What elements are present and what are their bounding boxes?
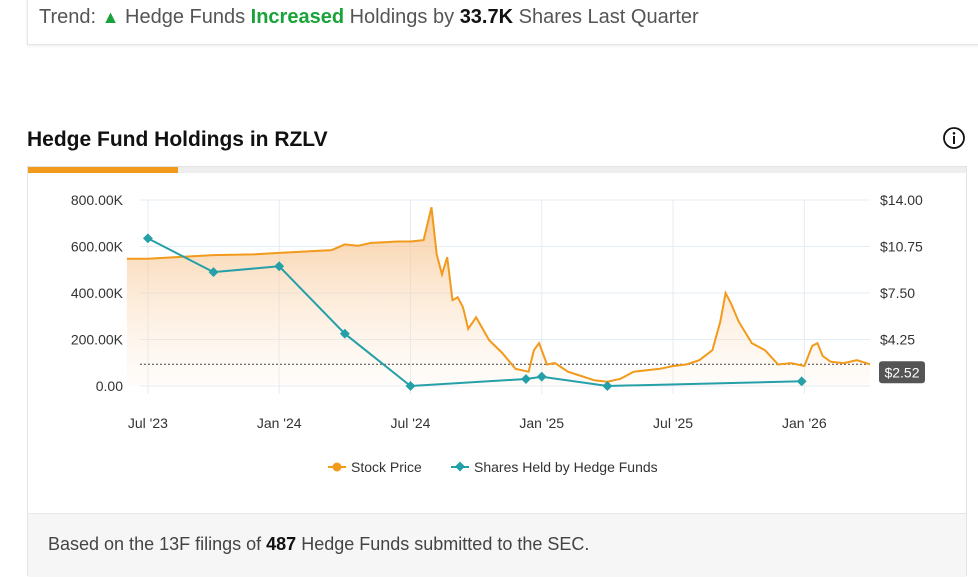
trend-suffix: Shares Last Quarter (518, 6, 699, 28)
legend-shares-swatch-diamond (455, 461, 465, 472)
info-icon[interactable] (942, 126, 966, 150)
trend-prefix: Trend: (39, 6, 97, 28)
x-tick-label: Jul '23 (128, 415, 168, 431)
legend-shares-label: Shares Held by Hedge Funds (474, 459, 658, 475)
x-tick-label: Jan '24 (257, 415, 302, 431)
trend-direction: Increased (250, 6, 345, 28)
right-tick-label: $14.00 (880, 192, 923, 208)
shares-marker[interactable] (796, 376, 807, 387)
shares-marker[interactable] (142, 233, 153, 244)
left-tick-label: 600.00K (71, 239, 124, 255)
trend-subject: Hedge Funds (125, 6, 246, 28)
price-area (126, 207, 870, 386)
legend-shares-held[interactable]: Shares Held by Hedge Funds (451, 459, 658, 475)
footer-prefix: Based on the 13F filings of (48, 534, 262, 554)
chart-card: 0.00 200.00K 400.00K 600.00K 800.00K $4.25 $7… (27, 166, 967, 577)
trend-amount: 33.7K (459, 6, 514, 28)
shares-marker[interactable] (339, 328, 350, 339)
fund-count: 487 (266, 534, 297, 554)
x-tick-label: Jul '24 (390, 415, 430, 431)
triangle-up-icon: ▲ (101, 7, 120, 27)
legend-price-label: Stock Price (351, 459, 422, 475)
legend-stock-price[interactable]: Stock Price (328, 459, 422, 475)
right-tick-label: $10.75 (880, 239, 923, 255)
shares-marker[interactable] (521, 374, 531, 384)
left-tick-label: 400.00K (71, 285, 124, 301)
x-tick-label: Jan '26 (782, 415, 827, 431)
legend: Stock Price Shares Held by Hedge Funds (328, 459, 658, 475)
shares-marker[interactable] (405, 381, 416, 391)
left-tick-label: 200.00K (71, 332, 124, 348)
section-title: Hedge Fund Holdings in RZLV (27, 128, 328, 151)
current-price-label: $2.52 (884, 364, 919, 380)
left-tick-label: 0.00 (96, 378, 123, 394)
footer-text: Based on the 13F filings of 487 Hedge Fu… (48, 534, 589, 555)
shares-marker[interactable] (536, 371, 547, 382)
card-accent-bar (28, 167, 178, 173)
trend-card: Trend: ▲ Hedge Funds Increased Holdings … (27, 0, 978, 45)
current-price-badge: $2.52 (879, 361, 925, 384)
right-tick-label: $7.50 (880, 285, 915, 301)
holdings-chart: 0.00 200.00K 400.00K 600.00K 800.00K $4.25 $7… (71, 192, 925, 475)
footer: Based on the 13F filings of 487 Hedge Fu… (28, 513, 966, 577)
x-tick-label: Jan '25 (519, 415, 564, 431)
trend-middle: Holdings by (349, 6, 455, 28)
shares-marker[interactable] (274, 261, 285, 272)
x-tick-label: Jul '25 (653, 415, 693, 431)
legend-price-swatch-dot (332, 462, 342, 472)
card-top-strip (28, 167, 966, 173)
right-tick-label: $4.25 (880, 332, 915, 348)
left-tick-label: 800.00K (71, 192, 124, 208)
trend-summary: Trend: ▲ Hedge Funds Increased Holdings … (39, 6, 699, 29)
price-line[interactable] (126, 206, 871, 383)
footer-suffix: Hedge Funds submitted to the SEC. (301, 534, 590, 554)
